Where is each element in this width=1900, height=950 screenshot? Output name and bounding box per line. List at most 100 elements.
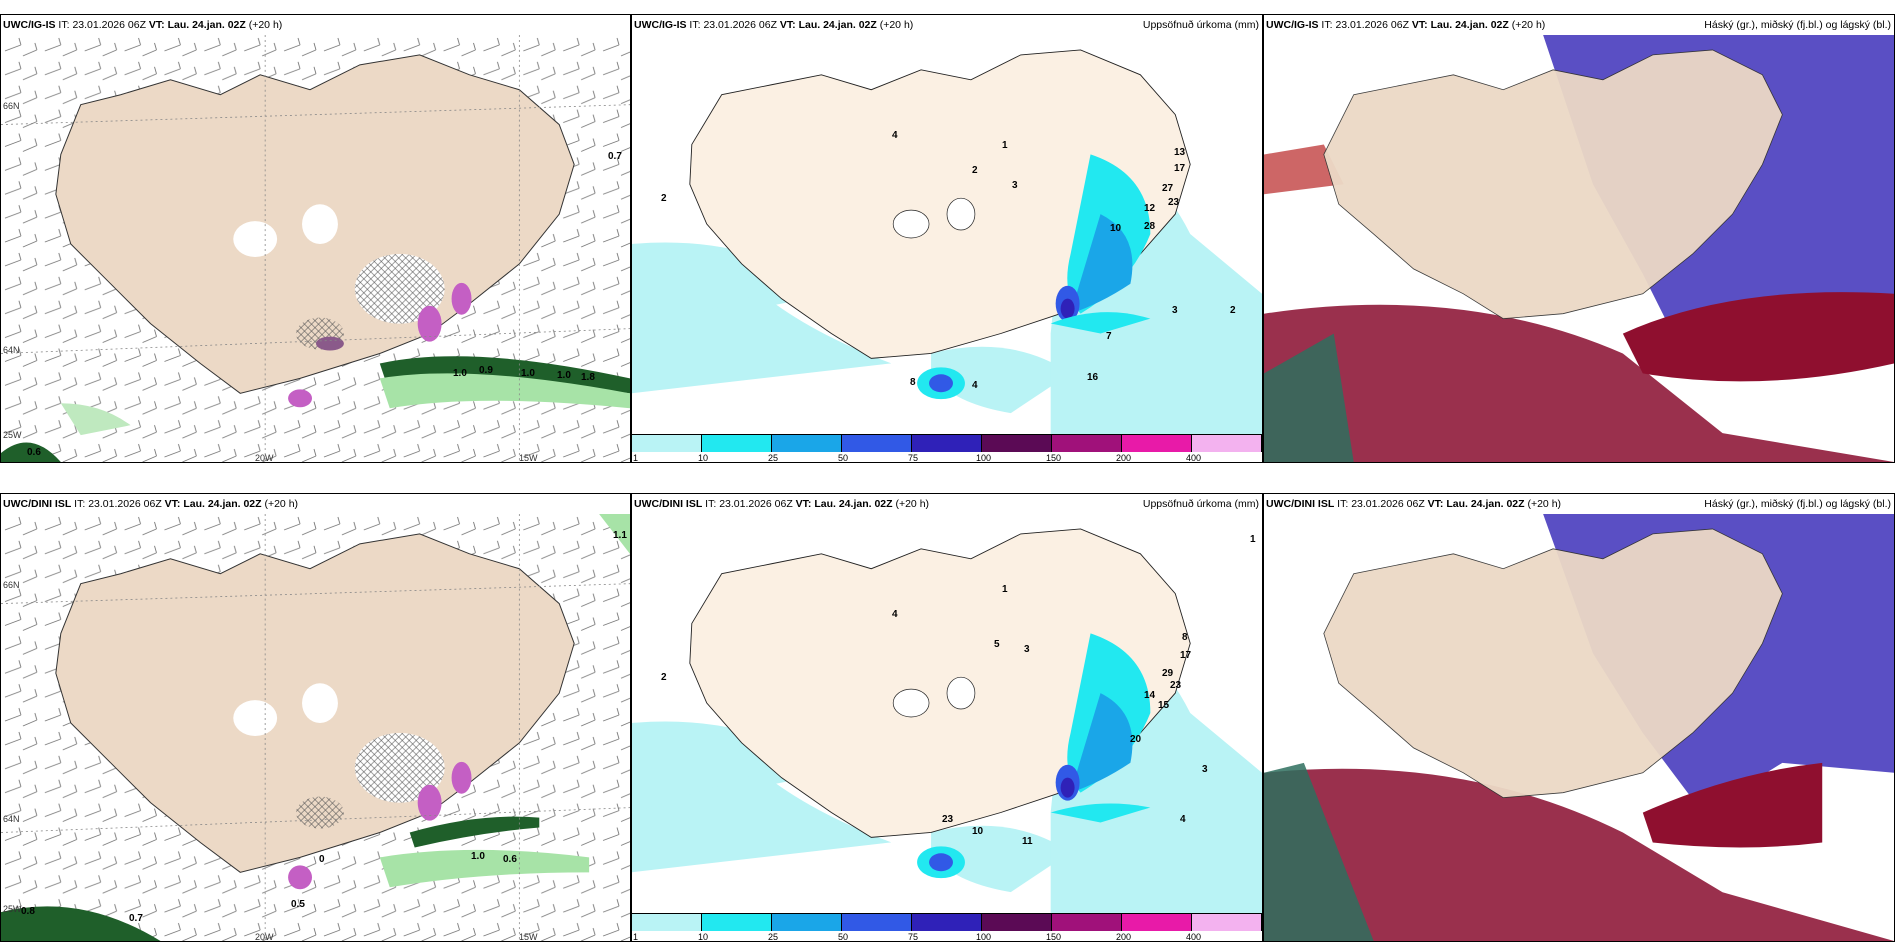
precip-title: Uppsöfnuð úrkoma (mm) xyxy=(1142,498,1259,510)
precip-value: 14 xyxy=(1144,690,1156,701)
colorbar-tick: 75 xyxy=(908,932,919,942)
precip-title: Uppsöfnuð úrkoma (mm) xyxy=(1142,19,1259,31)
wind-value: 0.6 xyxy=(27,447,41,458)
colorbar-tick: 100 xyxy=(976,453,992,463)
wind-value: 1.0 xyxy=(557,370,571,381)
precip-colorbar: 1 10 25 50 75 100 150 200 400 xyxy=(632,434,1262,462)
colorbar-bin xyxy=(702,913,772,931)
panel-title: UWC/IG-IS IT: 23.01.2026 06Z VT: Lau. 24… xyxy=(1266,19,1546,31)
wind-value: 0.7 xyxy=(608,151,622,162)
lat-label: 66N xyxy=(3,580,20,590)
precip-colorbar: 1 10 25 50 75 100 150 200 400 xyxy=(632,913,1262,941)
colorbar-bin xyxy=(1122,913,1192,931)
colorbar-tick: 400 xyxy=(1186,453,1202,463)
colorbar-bin xyxy=(912,434,982,452)
wind-value: 1.8 xyxy=(581,372,595,383)
colorbar-tick: 150 xyxy=(1046,453,1062,463)
colorbar-bin xyxy=(842,434,912,452)
lat-label: 25W xyxy=(3,430,22,440)
panel-title: UWC/IG-IS IT: 23.01.2026 06Z VT: Lau. 24… xyxy=(634,19,914,31)
lat-label: 64N xyxy=(3,345,20,355)
wind-map: 1.1 0 1.0 0.6 0.8 0.7 0.5 20W 15W 66N 64… xyxy=(1,514,630,941)
precip-value: 8 xyxy=(1182,632,1188,643)
lat-label: 25W xyxy=(3,904,22,914)
precip-value: 28 xyxy=(1144,221,1156,232)
colorbar-tick: 10 xyxy=(698,453,709,463)
precip-value: 8 xyxy=(910,377,916,388)
precip-value: 4 xyxy=(1180,814,1186,825)
wind-value: 0.5 xyxy=(291,899,305,910)
colorbar-tick: 75 xyxy=(908,453,919,463)
wind-value: 1.0 xyxy=(453,368,467,379)
precip-value: 10 xyxy=(1110,223,1122,234)
precip-value: 3 xyxy=(1172,305,1178,316)
colorbar-tick: 50 xyxy=(838,453,849,463)
precip-panel-row2: UWC/DINI ISL IT: 23.01.2026 06Z VT: Lau.… xyxy=(631,493,1263,942)
wind-panel-row1: UWC/IG-IS IT: 23.01.2026 06Z VT: Lau. 24… xyxy=(0,14,631,463)
precip-value: 2 xyxy=(1230,305,1236,316)
colorbar-bin xyxy=(912,913,982,931)
precip-value: 1 xyxy=(1250,534,1256,545)
cloud-title: Háský (gr.), miðský (fj.bl.) og lágský (… xyxy=(1704,19,1891,31)
colorbar-bin xyxy=(1052,913,1122,931)
colorbar-tick: 10 xyxy=(698,932,709,942)
precip-value: 1 xyxy=(1002,584,1008,595)
wind-value: 0.9 xyxy=(479,365,493,376)
panel-title: UWC/DINI ISL IT: 23.01.2026 06Z VT: Lau.… xyxy=(634,498,930,510)
lon-label: 15W xyxy=(519,932,538,942)
colorbar-bin xyxy=(632,434,702,452)
colorbar-bin xyxy=(842,913,912,931)
precip-value: 2 xyxy=(661,672,667,683)
precip-value: 17 xyxy=(1180,650,1192,661)
colorbar-tick: 200 xyxy=(1116,453,1132,463)
precip-value: 17 xyxy=(1174,163,1186,174)
precip-map: 2 4 1 2 3 13 17 27 23 12 28 10 8 4 16 7 … xyxy=(632,35,1262,434)
colorbar-tick: 200 xyxy=(1116,932,1132,942)
precip-value: 15 xyxy=(1158,700,1170,711)
colorbar-bin xyxy=(772,913,842,931)
precip-value: 4 xyxy=(892,130,898,141)
precip-value: 13 xyxy=(1174,147,1186,158)
precip-value: 2 xyxy=(972,165,978,176)
precip-value: 4 xyxy=(972,380,978,391)
precip-value: 4 xyxy=(892,609,898,620)
cloud-panel-row2: UWC/DINI ISL IT: 23.01.2026 06Z VT: Lau.… xyxy=(1263,493,1895,942)
precip-value: 5 xyxy=(994,639,1000,650)
cloud-panel-row1: UWC/IG-IS IT: 23.01.2026 06Z VT: Lau. 24… xyxy=(1263,14,1895,463)
wind-value: 1.1 xyxy=(613,530,627,541)
precip-value: 11 xyxy=(1022,836,1033,847)
colorbar-bin xyxy=(1192,913,1262,931)
wind-value: 1.0 xyxy=(521,368,535,379)
precip-value: 3 xyxy=(1024,644,1030,655)
wind-value: 0.8 xyxy=(21,906,35,917)
lon-label: 20W xyxy=(255,932,274,942)
precip-value: 2 xyxy=(661,193,667,204)
colorbar-tick: 1 xyxy=(633,932,639,942)
panel-title: UWC/DINI ISL IT: 23.01.2026 06Z VT: Lau.… xyxy=(1266,498,1562,510)
colorbar-bin xyxy=(1122,434,1192,452)
precip-value: 3 xyxy=(1012,180,1018,191)
lat-label: 64N xyxy=(3,814,20,824)
colorbar-tick: 50 xyxy=(838,932,849,942)
precip-value: 27 xyxy=(1162,183,1174,194)
cloud-map xyxy=(1264,514,1894,941)
colorbar-tick: 25 xyxy=(768,453,779,463)
colorbar-bin xyxy=(1052,434,1122,452)
lat-label: 66N xyxy=(3,101,20,111)
colorbar-tick: 150 xyxy=(1046,932,1062,942)
precip-value: 3 xyxy=(1202,764,1208,775)
wind-value: 0 xyxy=(319,854,325,865)
precip-value: 12 xyxy=(1144,203,1156,214)
colorbar-tick: 25 xyxy=(768,932,779,942)
precip-value: 1 xyxy=(1002,140,1008,151)
precip-value: 23 xyxy=(1168,197,1180,208)
lon-label: 15W xyxy=(519,453,538,463)
colorbar-bin xyxy=(1192,434,1262,452)
colorbar-bin xyxy=(772,434,842,452)
wind-value: 0.6 xyxy=(503,854,517,865)
precip-map: 2 4 1 5 3 8 17 29 23 14 15 20 23 10 11 4… xyxy=(632,514,1262,913)
precip-value: 23 xyxy=(1170,680,1182,691)
panel-title: UWC/DINI ISL IT: 23.01.2026 06Z VT: Lau.… xyxy=(3,498,299,510)
colorbar-tick: 100 xyxy=(976,932,992,942)
precip-value: 7 xyxy=(1106,331,1112,342)
